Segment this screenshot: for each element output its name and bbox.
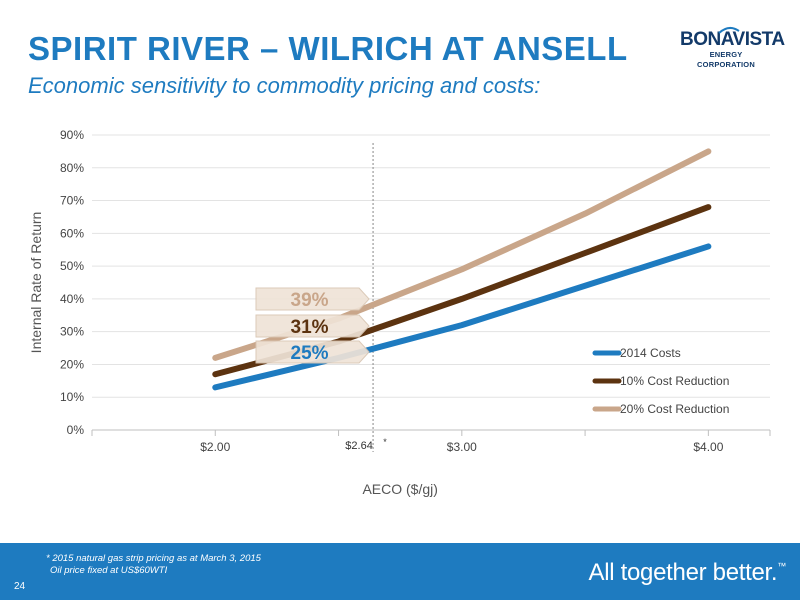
- legend-label: 10% Cost Reduction: [620, 374, 729, 388]
- callout-tag: [255, 340, 370, 364]
- logo-name: BONAVISTA: [680, 29, 785, 50]
- logo-subtitle: ENERGY CORPORATION: [697, 50, 755, 69]
- y-tick-label: 20%: [60, 357, 84, 371]
- irr-sensitivity-chart: 0% 10% 20% 30% 40% 50% 60% 70% 80% 90% $2.00 $3.00 $…: [28, 128, 771, 497]
- y-axis-title: Internal Rate of Return: [28, 212, 44, 354]
- y-tick-label: 80%: [60, 161, 84, 175]
- reference-line-marker: *: [383, 437, 387, 447]
- callout-label: 31%: [291, 317, 329, 338]
- x-axis-title: AECO ($/gj): [362, 481, 437, 497]
- y-tick-label: 70%: [60, 194, 84, 208]
- legend-label: 2014 Costs: [620, 346, 681, 360]
- logo-swoosh-icon: [718, 27, 740, 34]
- callout-tag: [255, 287, 370, 311]
- callout-tag: [255, 314, 370, 338]
- footnote-line-2: Oil price fixed at US$60WTI: [50, 565, 168, 576]
- y-tick-label: 40%: [60, 292, 84, 306]
- page-subtitle: Economic sensitivity to commodity pricin…: [28, 73, 541, 98]
- y-tick-label: 30%: [60, 325, 84, 339]
- y-tick-label: 0%: [67, 423, 85, 437]
- page-number: 24: [14, 581, 26, 592]
- tagline: All together better.™: [589, 559, 787, 587]
- footer-band: * 2015 natural gas strip pricing as at M…: [0, 543, 800, 600]
- reference-line-label: $2.64: [345, 440, 373, 452]
- callout-label: 25%: [291, 343, 329, 364]
- company-logo: BONAVISTA ENERGY CORPORATION: [680, 27, 785, 70]
- y-tick-label: 60%: [60, 226, 84, 240]
- y-tick-label: 50%: [60, 259, 84, 273]
- footnote: * 2015 natural gas strip pricing as at M…: [46, 553, 261, 577]
- legend-label: 20% Cost Reduction: [620, 402, 729, 416]
- trademark-mark: ™: [777, 561, 786, 571]
- x-tick-label: $3.00: [447, 440, 477, 454]
- footnote-line-1: * 2015 natural gas strip pricing as at M…: [46, 553, 261, 564]
- y-tick-label: 10%: [60, 390, 84, 404]
- x-tick-label: $4.00: [693, 440, 723, 454]
- tagline-text: All together better.: [588, 559, 778, 586]
- y-tick-label: 90%: [60, 128, 84, 142]
- series-line-2014-costs: [212, 243, 712, 391]
- x-tick-label: $2.00: [200, 440, 230, 454]
- page-title: SPIRIT RIVER – WILRICH AT ANSELL: [28, 30, 628, 67]
- callout-label: 39%: [291, 290, 329, 311]
